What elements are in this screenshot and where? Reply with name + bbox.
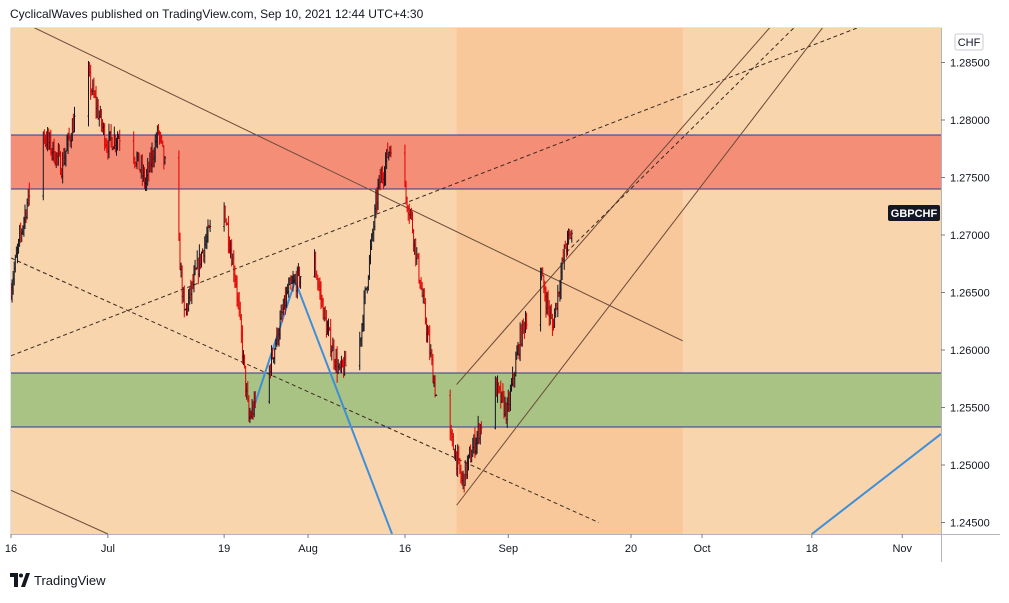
time-tick-label: 16 xyxy=(5,543,17,555)
footer: TradingView xyxy=(10,571,106,589)
publisher-line: CyclicalWaves published on TradingView.c… xyxy=(10,7,424,21)
currency-label-text: CHF xyxy=(958,37,981,49)
support-zone xyxy=(11,373,941,428)
resistance-zone xyxy=(11,134,941,189)
blue-swing-down xyxy=(294,280,393,534)
price-tick-label: 1.26000 xyxy=(950,345,990,357)
descending-dashed-line xyxy=(11,257,599,523)
price-tick-label: 1.28500 xyxy=(950,58,990,70)
time-tick-label: 20 xyxy=(625,543,637,555)
symbol-badge-box xyxy=(888,205,940,222)
channel-upper xyxy=(456,28,771,385)
rising-dashed-line xyxy=(11,28,858,357)
time-tick-label: Aug xyxy=(298,543,318,555)
price-tick-label: 1.27000 xyxy=(950,230,990,242)
left-margin xyxy=(0,28,11,534)
currency-label: CHF xyxy=(954,33,984,51)
channel-lower xyxy=(456,28,824,506)
bottom-left-line xyxy=(11,489,109,534)
forecast-region xyxy=(456,28,683,534)
time-tick-label: Sep xyxy=(499,543,519,555)
time-tick-label: 18 xyxy=(806,543,818,555)
symbol-badge: GBPCHF xyxy=(888,205,940,222)
time-tick-label: Nov xyxy=(892,543,912,555)
tradingview-logo-icon xyxy=(10,573,30,587)
price-tick-label: 1.24500 xyxy=(950,518,990,530)
price-tick-label: 1.25000 xyxy=(950,460,990,472)
descending-trendline xyxy=(33,28,683,342)
price-tick-label: 1.26500 xyxy=(950,288,990,300)
time-tick-label: 19 xyxy=(218,543,230,555)
currency-label-box xyxy=(954,33,984,51)
price-tick-label: 1.28000 xyxy=(950,115,990,127)
time-tick-label: Oct xyxy=(693,543,710,555)
time-tick-label: Jul xyxy=(101,543,115,555)
price-tick-label: 1.25500 xyxy=(950,403,990,415)
blue-projection xyxy=(811,433,941,534)
tradingview-brand[interactable]: TradingView xyxy=(34,572,106,588)
symbol-badge-text: GBPCHF xyxy=(891,208,938,220)
time-tick-label: 16 xyxy=(399,543,411,555)
price-tick-label: 1.27500 xyxy=(950,173,990,185)
price-axis-background xyxy=(941,28,1000,534)
